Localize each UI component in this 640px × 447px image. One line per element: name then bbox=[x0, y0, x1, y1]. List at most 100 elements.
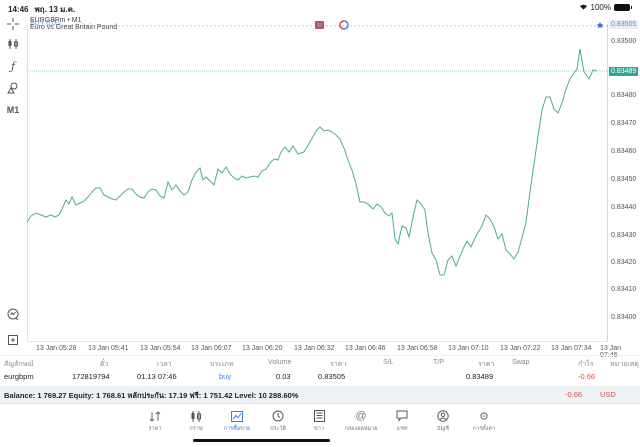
position-volume: 0.03 bbox=[276, 372, 291, 381]
col-volume[interactable]: Volume bbox=[268, 359, 292, 366]
time-label: 13 Jan 05:41 bbox=[88, 345, 129, 352]
tab-news[interactable]: ข่าว bbox=[299, 409, 339, 433]
tab-label: แชท bbox=[396, 426, 408, 432]
trade-chart-icon bbox=[217, 409, 257, 423]
home-indicator[interactable] bbox=[193, 439, 330, 442]
battery-icon bbox=[614, 4, 632, 11]
ask-marker-icon bbox=[596, 22, 604, 29]
time-label: 13 Jan 05:28 bbox=[36, 345, 77, 352]
candlestick-icon bbox=[8, 39, 18, 49]
add-chart-icon bbox=[8, 335, 18, 345]
order-label: BUY 0.03 bbox=[30, 20, 60, 27]
tab-label: ข่าว bbox=[314, 426, 324, 432]
timeframe-label: M1 bbox=[6, 105, 20, 115]
chart-magnify-icon bbox=[7, 308, 19, 320]
position-symbol: eurgbpm bbox=[4, 372, 34, 381]
price-label: 0.83420 bbox=[611, 259, 637, 266]
function-button[interactable]: ƒ bbox=[4, 58, 22, 74]
col-profit[interactable]: กำไร bbox=[578, 361, 594, 368]
tab-mailbox[interactable]: @ กล่องจดหมาย bbox=[341, 409, 381, 433]
position-profit: -0.66 bbox=[578, 372, 596, 381]
col-price[interactable]: ราคา bbox=[478, 361, 495, 368]
tab-trade[interactable]: การซื้อขาย bbox=[217, 409, 257, 433]
position-ticket: 172819794 bbox=[72, 372, 110, 381]
chart-svg bbox=[26, 20, 608, 276]
price-chart[interactable]: EURGBPm • M1 BUY 0.03 Euro vs Great Brit… bbox=[26, 14, 640, 359]
col-symbol[interactable]: สัญลักษณ์ bbox=[4, 361, 34, 368]
tab-quotes[interactable]: ราคา bbox=[135, 409, 175, 433]
status-bar: 14:46 พฤ. 13 ม.ค. 100% bbox=[0, 0, 640, 14]
time-label: 13 Jan 07:34 bbox=[551, 345, 592, 352]
price-label: 0.83460 bbox=[611, 148, 637, 155]
balance-bar: Balance: 1 769.27 Equity: 1 768.61 หลักป… bbox=[0, 386, 640, 403]
battery-percent: 100% bbox=[590, 3, 611, 12]
position-open-price: 0.83505 bbox=[318, 372, 346, 381]
tab-history[interactable]: ประวัติ bbox=[258, 409, 298, 433]
price-label: 0.83450 bbox=[611, 176, 637, 183]
chat-bubble-icon bbox=[382, 409, 422, 423]
time-label: 13 Jan 07:22 bbox=[500, 345, 541, 352]
tab-label: กราฟ bbox=[189, 426, 203, 432]
tab-label: การตั้งค่า bbox=[472, 426, 496, 432]
time-label: 13 Jan 06:58 bbox=[397, 345, 438, 352]
time-label: 13 Jan 07:10 bbox=[448, 345, 489, 352]
user-account-icon bbox=[423, 409, 463, 423]
col-tp[interactable]: T/P bbox=[433, 359, 444, 366]
positions-table-header: สัญลักษณ์ ตั๋ว เวลา ประเภท Volume ราคา S… bbox=[0, 355, 640, 369]
symbol-description: Euro vs Great Britain Pound bbox=[30, 24, 118, 31]
time-label: 13 Jan 06:46 bbox=[345, 345, 386, 352]
total-profit: -0.66 bbox=[565, 390, 583, 399]
position-price: 0.83489 bbox=[466, 372, 494, 381]
currency: USD bbox=[600, 390, 616, 399]
status-right: 100% bbox=[579, 3, 632, 12]
price-line bbox=[26, 48, 598, 276]
date: พฤ. 13 ม.ค. bbox=[34, 5, 76, 14]
tab-label: ราคา bbox=[148, 426, 162, 432]
tab-chart[interactable]: กราฟ bbox=[176, 409, 216, 433]
clock: 14:46 พฤ. 13 ม.ค. bbox=[8, 5, 76, 14]
gear-icon: ⚙ bbox=[479, 410, 489, 423]
symbol-title: EURGBPm • M1 bbox=[30, 17, 82, 24]
bottom-tab-bar: ราคา กราฟ การซื้อขาย ประวัติ ข่าว @ กล่อ… bbox=[0, 403, 640, 447]
add-chart-button[interactable] bbox=[4, 332, 22, 348]
chart-toolbar: ƒ M1 bbox=[0, 14, 26, 354]
tab-label: บัญชี bbox=[437, 426, 449, 432]
position-row[interactable]: eurgbpm 172819794 01.13 07:46 buy 0.03 0… bbox=[0, 369, 640, 386]
tab-label: การซื้อขาย bbox=[223, 426, 251, 432]
indicators-button[interactable] bbox=[4, 36, 22, 52]
news-icon bbox=[299, 409, 339, 423]
price-label: 0.83500 bbox=[611, 38, 637, 45]
timeframe-button[interactable]: M1 bbox=[4, 102, 22, 118]
crosshair-button[interactable] bbox=[4, 16, 22, 32]
tab-settings[interactable]: ⚙ การตั้งค่า bbox=[464, 409, 504, 433]
tab-account[interactable]: บัญชี bbox=[423, 409, 463, 433]
position-time: 01.13 07:46 bbox=[137, 372, 177, 381]
col-comment[interactable]: หมายเหตุ bbox=[610, 361, 639, 368]
account-summary: Balance: 1 769.27 Equity: 1 768.61 หลักป… bbox=[4, 391, 299, 400]
time-label: 13 Jan 06:32 bbox=[294, 345, 335, 352]
history-clock-icon bbox=[258, 409, 298, 423]
trade-history-button[interactable] bbox=[4, 306, 22, 322]
candlestick-icon bbox=[176, 409, 216, 423]
objects-button[interactable] bbox=[4, 80, 22, 96]
col-type[interactable]: ประเภท bbox=[210, 361, 234, 368]
col-open-price[interactable]: ราคา bbox=[330, 361, 347, 368]
bid-price-tag: 0.83489 bbox=[609, 67, 639, 76]
price-label: 0.83430 bbox=[611, 232, 637, 239]
chart-plot-area[interactable] bbox=[27, 24, 608, 342]
time-label: 13 Jan 06:20 bbox=[242, 345, 283, 352]
col-ticket[interactable]: ตั๋ว bbox=[100, 361, 109, 368]
price-label: 0.83410 bbox=[611, 286, 637, 293]
crosshair-icon bbox=[7, 18, 19, 30]
wifi-icon bbox=[579, 3, 588, 12]
col-swap[interactable]: Swap bbox=[512, 359, 530, 366]
price-label: 0.83400 bbox=[611, 314, 637, 321]
time-label: 13 Jan 06:07 bbox=[191, 345, 232, 352]
time-label: 13 Jan 05:54 bbox=[140, 345, 181, 352]
price-label: 0.83480 bbox=[611, 92, 637, 99]
tab-chat[interactable]: แชท bbox=[382, 409, 422, 433]
col-sl[interactable]: S/L bbox=[383, 359, 394, 366]
tab-label: ประวัติ bbox=[269, 426, 287, 432]
col-time[interactable]: เวลา bbox=[157, 361, 172, 368]
shapes-icon bbox=[7, 82, 18, 94]
